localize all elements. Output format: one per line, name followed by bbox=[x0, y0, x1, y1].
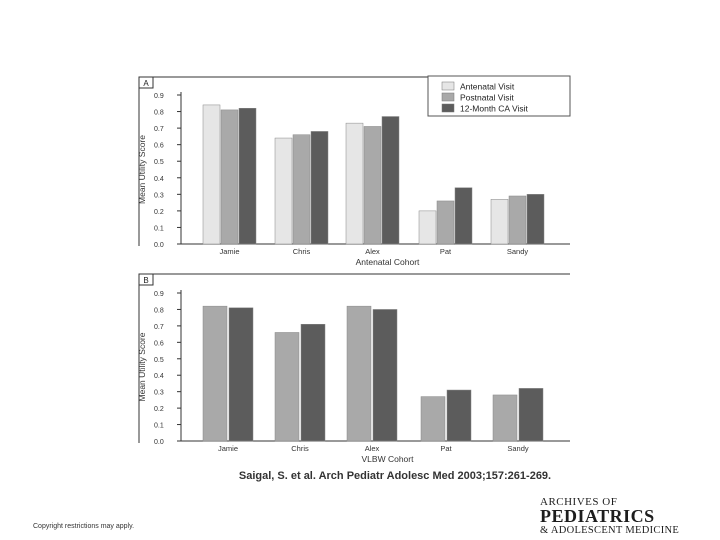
panel-b-y-tick-label: 0.0 bbox=[154, 439, 164, 446]
panel-a-y-tick-label: 0.1 bbox=[154, 225, 164, 232]
panel-a-bar-alex-1 bbox=[345, 122, 364, 245]
citation-text: Saigal, S. et al. Arch Pediatr Adolesc M… bbox=[238, 470, 552, 482]
panel-a-bar-pat-3 bbox=[454, 187, 473, 245]
panel-b-bar-alex-1 bbox=[346, 305, 372, 442]
panel-a-bar-alex-2 bbox=[363, 126, 382, 245]
copyright-notice: Copyright restrictions may apply. bbox=[33, 523, 135, 530]
panel-a-bar-alex-3 bbox=[381, 116, 400, 245]
journal-logo: ARCHIVES OF PEDIATRICS & ADOLESCENT MEDI… bbox=[540, 496, 700, 536]
panel-a-x-tick-label: Alex bbox=[365, 247, 380, 256]
panel-a-bar-chris-3 bbox=[310, 131, 329, 245]
panel-b-x-tick-label: Sandy bbox=[507, 444, 529, 453]
panel-a-y-tick-label: 0.7 bbox=[154, 126, 164, 133]
panel-b-y-tick-label: 0.5 bbox=[154, 357, 164, 364]
panel-a-y-tick-label: 0.9 bbox=[154, 93, 164, 100]
panel-a-x-tick-label: Chris bbox=[293, 247, 311, 256]
panel-b-y-tick-label: 0.9 bbox=[154, 291, 164, 298]
panel-b-y-tick-label: 0.7 bbox=[154, 324, 164, 331]
panel-b-x-tick-label: Chris bbox=[291, 444, 309, 453]
panel-b-label-box bbox=[138, 273, 154, 286]
legend-swatch-1 bbox=[441, 81, 455, 91]
legend-swatch-3 bbox=[441, 103, 455, 113]
panel-b-bar-jamie-2 bbox=[228, 307, 254, 442]
panel-a-bar-sandy-1 bbox=[490, 199, 509, 245]
panel-a-bar-sandy-2 bbox=[508, 195, 527, 245]
panel-b-x-tick-label: Jamie bbox=[218, 444, 238, 453]
panel-a-y-tick-label: 0.2 bbox=[154, 209, 164, 216]
panel-a-bar-chris-1 bbox=[274, 137, 293, 245]
panel-a-y-tick-label: 0.6 bbox=[154, 143, 164, 150]
panel-b-x-tick-label: Pat bbox=[440, 444, 452, 453]
panel-b-y-tick-label: 0.6 bbox=[154, 340, 164, 347]
legend-label-3: 12-Month CA Visit bbox=[460, 104, 529, 114]
panel-b-x-tick-label: Alex bbox=[365, 444, 380, 453]
panel-a-bar-sandy-3 bbox=[526, 194, 545, 245]
panel-a-y-tick-label: 0.8 bbox=[154, 110, 164, 117]
panel-b-bar-sandy-2 bbox=[518, 388, 544, 442]
panel-a-y-axis-title: Mean Utility Score bbox=[137, 135, 147, 204]
panel-b-bar-chris-2 bbox=[300, 323, 326, 442]
panel-b-y-axis-title: Mean Utility Score bbox=[137, 332, 147, 401]
panel-b-bar-pat-2 bbox=[446, 389, 472, 442]
panel-a-label: A bbox=[143, 79, 149, 88]
panel-a-bar-pat-2 bbox=[436, 200, 455, 245]
panel-a-x-tick-label: Sandy bbox=[507, 247, 529, 256]
panel-a-x-axis-title: Antenatal Cohort bbox=[356, 257, 420, 267]
panel-a-x-tick-label: Jamie bbox=[219, 247, 239, 256]
journal-logo-line-1: ARCHIVES OF bbox=[540, 496, 618, 508]
panel-b-label: B bbox=[143, 276, 148, 285]
legend-label-1: Antenatal Visit bbox=[460, 82, 515, 92]
panel-a-bar-chris-2 bbox=[292, 134, 311, 245]
panel-a-y-tick-label: 0.4 bbox=[154, 176, 164, 183]
panel-b-y-tick-label: 0.4 bbox=[154, 373, 164, 380]
panel-a-y-tick-label: 0.3 bbox=[154, 192, 164, 199]
panel-b-y-tick-label: 0.8 bbox=[154, 307, 164, 314]
panel-b-bar-alex-2 bbox=[372, 309, 398, 442]
panel-b-y-tick-label: 0.3 bbox=[154, 390, 164, 397]
panel-b-y-tick-label: 0.1 bbox=[154, 423, 164, 430]
panel-a-y-tick-label: 0.0 bbox=[154, 242, 164, 249]
panel-b-y-tick-label: 0.2 bbox=[154, 406, 164, 413]
panel-b-bar-chris-1 bbox=[274, 332, 300, 442]
panel-a-label-box bbox=[138, 76, 154, 89]
panel-a-x-tick-label: Pat bbox=[440, 247, 452, 256]
panel-a-bar-jamie-1 bbox=[202, 104, 221, 245]
legend-swatch-2 bbox=[441, 92, 455, 102]
legend-label-2: Postnatal Visit bbox=[460, 93, 514, 103]
panel-a-bar-pat-1 bbox=[418, 210, 437, 245]
journal-logo-line-2: PEDIATRICS bbox=[540, 506, 655, 526]
panel-b-bar-sandy-1 bbox=[492, 394, 518, 442]
panel-b-bar-jamie-1 bbox=[202, 305, 228, 442]
panel-b-x-axis-title: VLBW Cohort bbox=[362, 454, 415, 464]
panel-a-bar-jamie-2 bbox=[220, 109, 239, 245]
panel-b-bar-pat-1 bbox=[420, 396, 446, 442]
panel-a-bar-jamie-3 bbox=[238, 107, 257, 245]
panel-a-y-tick-label: 0.5 bbox=[154, 159, 164, 166]
journal-logo-line-3: & ADOLESCENT MEDICINE bbox=[540, 525, 680, 536]
